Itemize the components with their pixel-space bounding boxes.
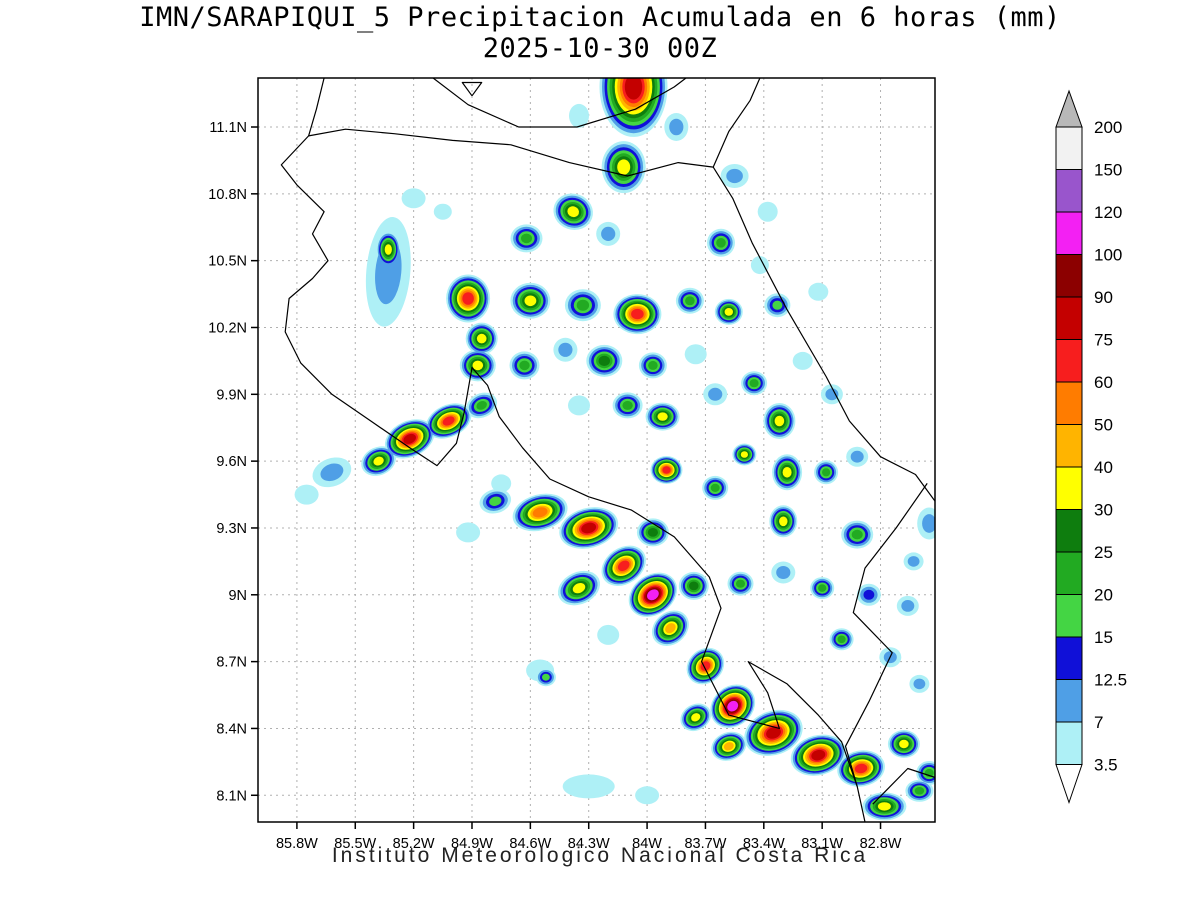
colorbar-label: 12.5: [1094, 671, 1127, 690]
lon-tick-label: 84.9W: [451, 836, 493, 852]
lat-tick-label: 11.1N: [209, 120, 247, 136]
lon-tick-label: 83.7W: [684, 836, 726, 852]
colorbar-label: 60: [1094, 373, 1113, 392]
colorbar-label: 50: [1094, 416, 1113, 435]
colorbar-segment: [1055, 594, 1083, 638]
lon-tick-label: 85.2W: [393, 836, 435, 852]
colorbar-label: 200: [1094, 118, 1122, 137]
colorbar-under-arrow: [1055, 764, 1083, 805]
lat-tick-label: 9.6N: [216, 454, 247, 470]
map-background: [258, 78, 935, 822]
colorbar-segment: [1055, 169, 1083, 213]
colorbar-label: 15: [1094, 628, 1113, 647]
lat-tick-label: 8.7N: [216, 655, 247, 671]
colorbar-segment: [1055, 636, 1083, 680]
colorbar-label: 120: [1094, 203, 1122, 222]
colorbar-label: 75: [1094, 331, 1113, 350]
lon-tick-label: 85.5W: [334, 836, 376, 852]
lat-tick-label: 10.8N: [208, 187, 247, 203]
colorbar-segment: [1055, 211, 1083, 255]
lon-tick-label: 84.3W: [568, 836, 610, 852]
lat-tick-label: 10.2N: [208, 320, 247, 336]
footer-attribution: Instituto Meteorologico Nacional Costa R…: [331, 844, 869, 867]
chart-title: IMN/SARAPIQUI_5 Precipitacion Acumulada …: [139, 2, 1061, 33]
lon-tick-label: 82.8W: [860, 836, 902, 852]
colorbar-segment: [1055, 679, 1083, 723]
lat-tick-label: 10.5N: [208, 254, 247, 270]
colorbar-segment: [1055, 296, 1083, 340]
colorbar-segment: [1055, 551, 1083, 595]
lat-tick-label: 8.4N: [216, 721, 247, 737]
colorbar-label: 40: [1094, 458, 1113, 477]
colorbar-label: 25: [1094, 543, 1113, 562]
colorbar-label: 7: [1094, 713, 1103, 732]
coastlines: [280, 78, 935, 822]
lon-tick-label: 84.6W: [509, 836, 551, 852]
colorbar-label: 30: [1094, 501, 1113, 520]
colorbar-label: 3.5: [1094, 756, 1118, 775]
lon-tick-label: 83.4W: [743, 836, 785, 852]
colorbar-label: 150: [1094, 161, 1122, 180]
lon-tick-label: 83.1W: [801, 836, 843, 852]
lat-tick-label: 9N: [228, 588, 247, 604]
colorbar-over-arrow: [1055, 89, 1083, 128]
lon-tick-label: 85.8W: [276, 836, 318, 852]
axis-labels: 11.1N 10.8N 10.5N 10.2N 9.9N 9.6N 9.3N 9N 8.7N 8.…: [208, 120, 901, 852]
lat-tick-label: 9.3N: [216, 521, 247, 537]
colorbar-label: 100: [1094, 246, 1122, 265]
colorbar-segment: [1055, 721, 1083, 765]
lat-tick-label: 8.1N: [216, 788, 247, 804]
colorbar-segment: [1055, 424, 1083, 468]
colorbar-segment: [1055, 126, 1083, 170]
precipitation-cells: [294, 78, 935, 821]
colorbar-label: 90: [1094, 288, 1113, 307]
map-frame: [257, 77, 936, 823]
chart-subtitle: 2025-10-30 00Z: [482, 33, 718, 64]
colorbar-segment: [1055, 254, 1083, 298]
colorbar-segment: [1055, 466, 1083, 510]
colorbar-segment: [1055, 509, 1083, 553]
colorbar: 200 150 120 100 90 75 60 50 40 30 25 20 15 12.5 7 3.5: [1055, 89, 1127, 805]
colorbar-segment: [1055, 381, 1083, 425]
lat-tick-label: 9.9N: [216, 387, 247, 403]
colorbar-segment: [1055, 339, 1083, 383]
lon-tick-label: 84W: [632, 836, 662, 852]
colorbar-label: 20: [1094, 586, 1113, 605]
